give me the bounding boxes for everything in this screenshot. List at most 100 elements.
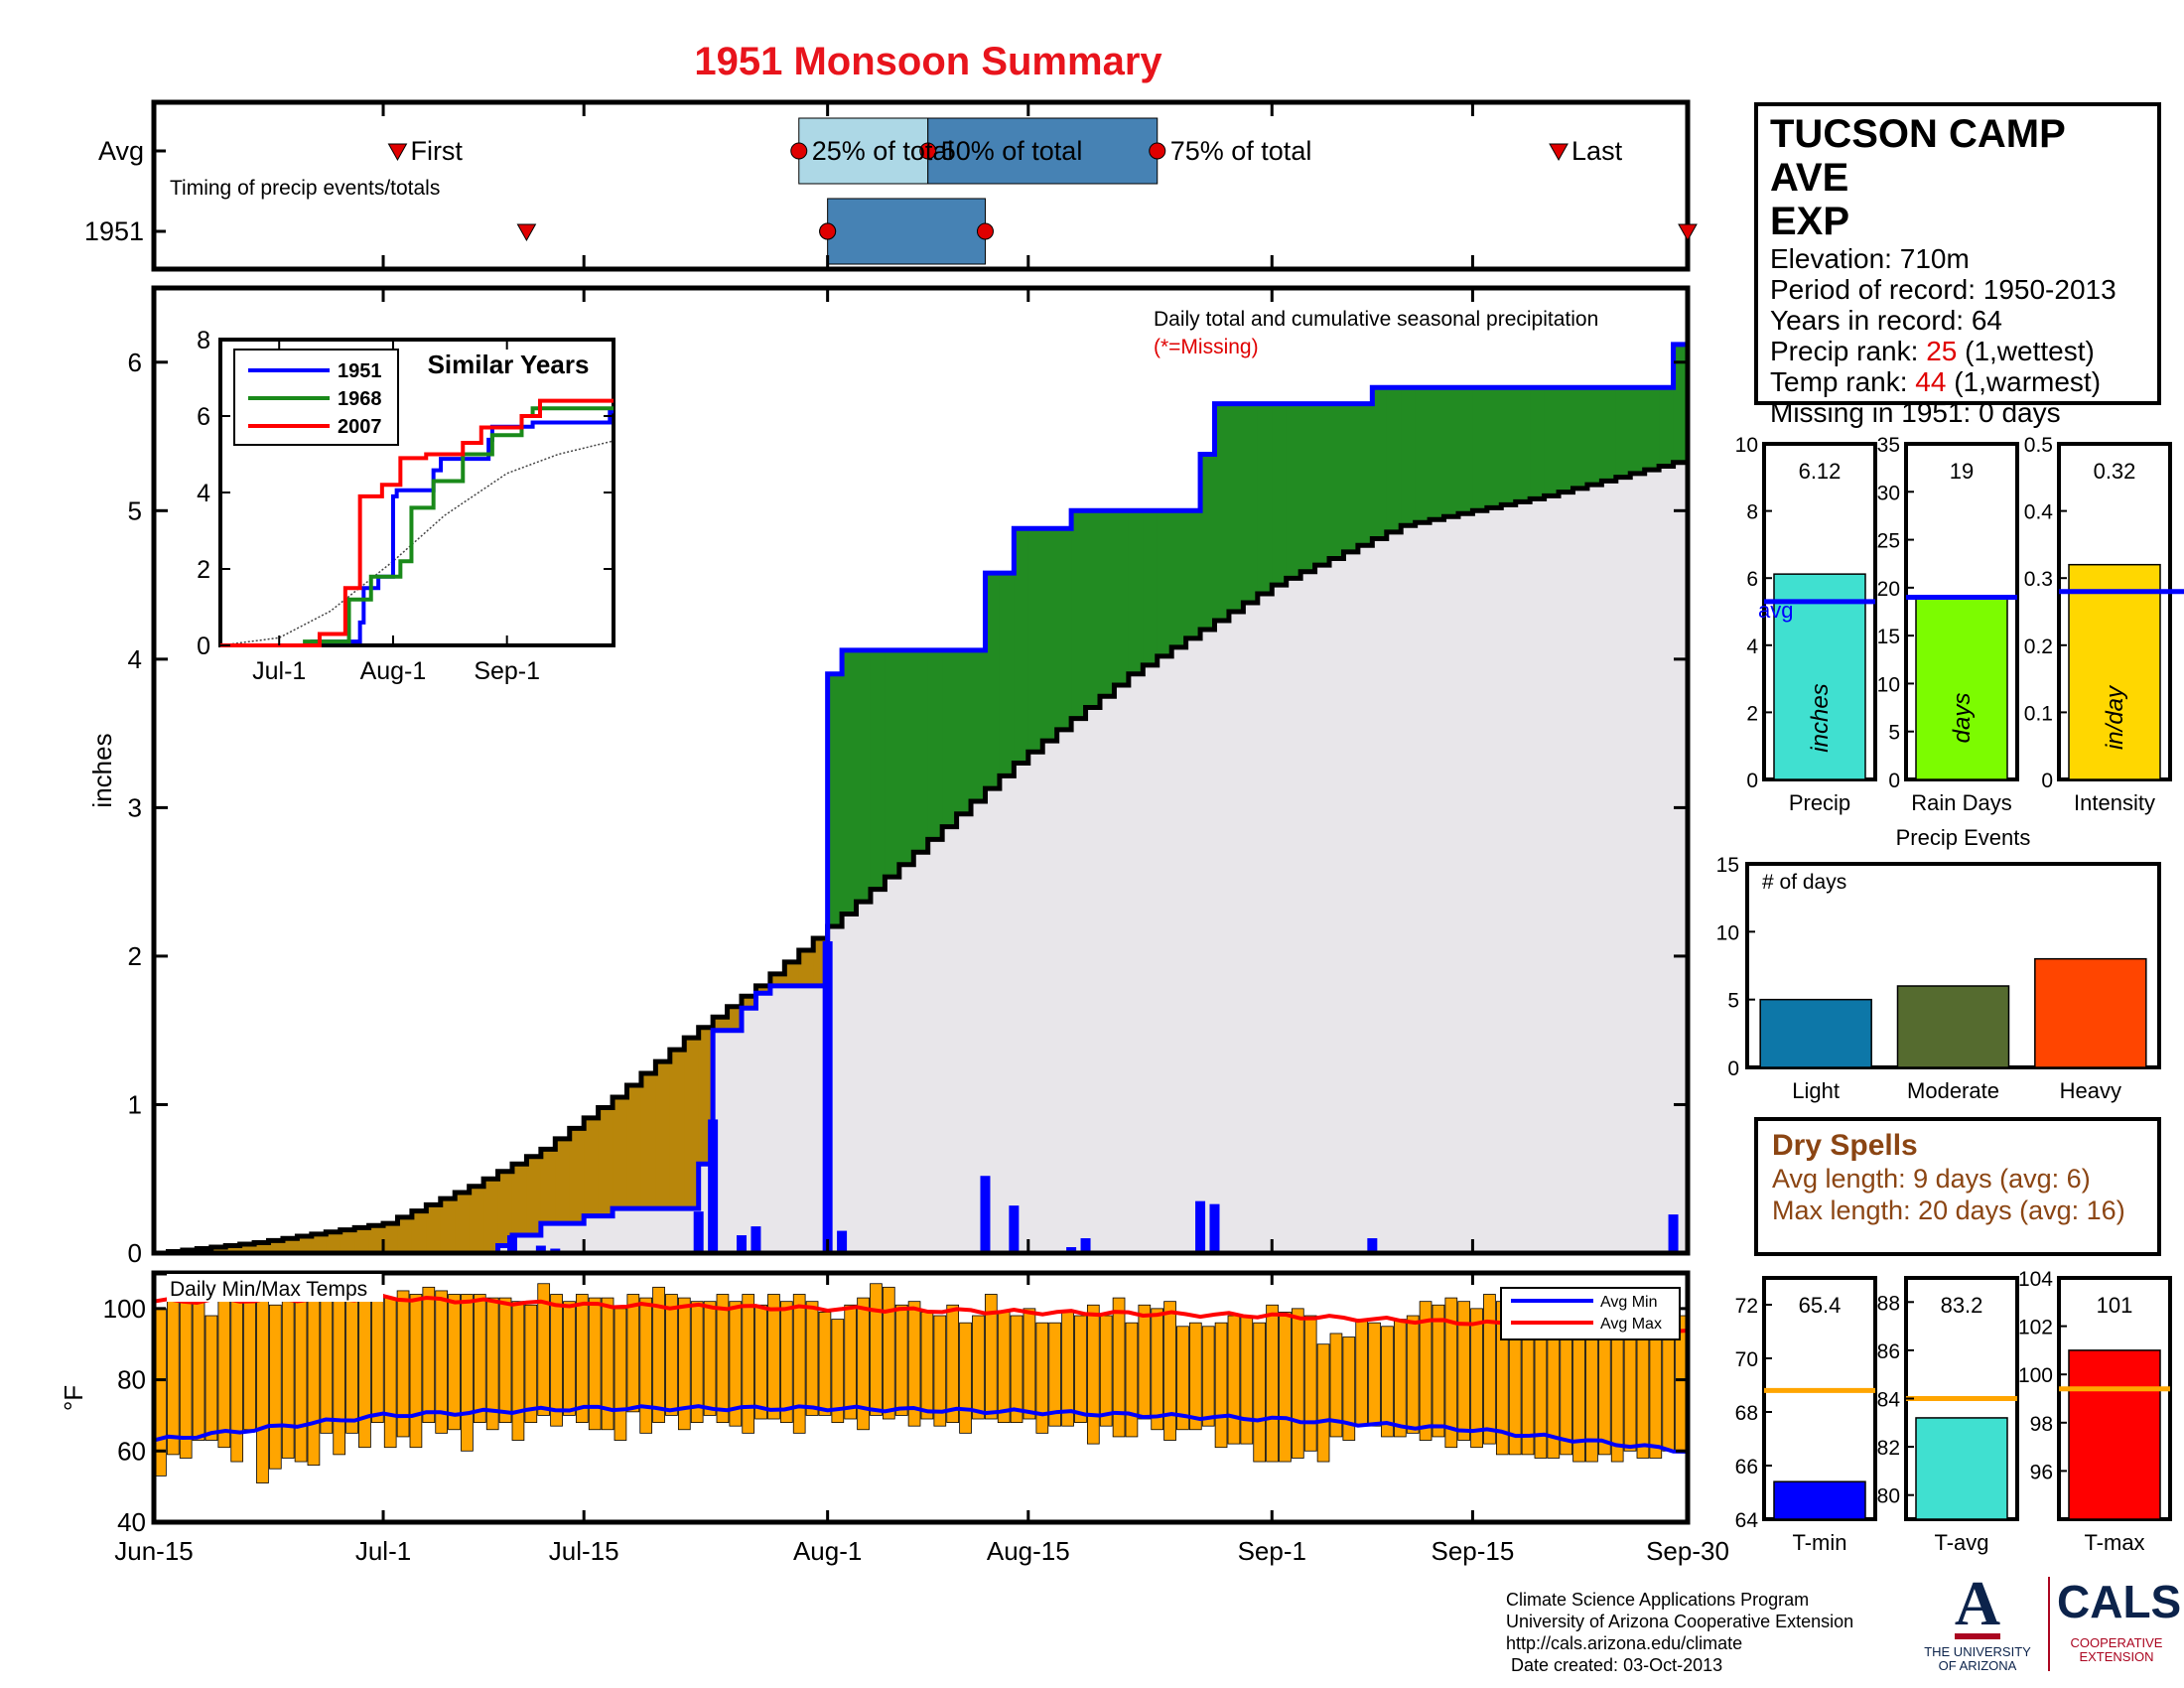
above-average-area bbox=[1386, 387, 1402, 532]
timing-label-first: First bbox=[410, 136, 463, 166]
timing-title: Timing of precip events/totals bbox=[170, 177, 440, 200]
daily-temp-bar bbox=[792, 1294, 806, 1434]
below-average-area bbox=[526, 1156, 542, 1236]
similar-series-2007 bbox=[220, 398, 614, 647]
above-average-area bbox=[1272, 403, 1288, 586]
above-average-area bbox=[942, 649, 958, 827]
raindays_stat-ytick-label: 20 bbox=[1877, 578, 1900, 601]
daily-temp-bar bbox=[409, 1294, 423, 1449]
events-bar-heavy bbox=[2034, 957, 2147, 1068]
avg-max-line bbox=[153, 1294, 1689, 1334]
events-ytick-label: 5 bbox=[1727, 990, 1739, 1013]
below-average-area bbox=[297, 1236, 313, 1253]
temp-ylabel: °F bbox=[59, 1385, 88, 1411]
events-title: Precip Events bbox=[1896, 825, 2031, 850]
above-average-area bbox=[1085, 510, 1101, 708]
daily-temp-bar bbox=[1316, 1343, 1330, 1463]
precip-rank-value: 25 bbox=[1926, 336, 1958, 366]
missing-text: Missing in 1951: 0 days bbox=[1770, 397, 2061, 428]
daily-temp-bar bbox=[882, 1286, 895, 1420]
above-average-area bbox=[1572, 387, 1588, 489]
daily-temp-bar bbox=[1444, 1297, 1458, 1449]
tmax_stat-ytick-label: 104 bbox=[2018, 1268, 2053, 1291]
precip_stat-ytick-label: 0 bbox=[1746, 770, 1758, 792]
cals-logo: CALS COOPERATIVE EXTENSION bbox=[2057, 1579, 2181, 1664]
below-average-area bbox=[426, 1204, 442, 1253]
above-average-area bbox=[842, 649, 858, 914]
period-text: Period of record: 1950-2013 bbox=[1770, 274, 2116, 305]
timing-triangle bbox=[1678, 223, 1698, 242]
daily-temp-bar bbox=[179, 1294, 193, 1459]
daily-temp-bar bbox=[563, 1301, 576, 1416]
similar-xtick-label: Sep-1 bbox=[474, 657, 540, 685]
above-average-area bbox=[1314, 403, 1330, 566]
below-average-area bbox=[511, 1164, 528, 1236]
daily-temp-bar bbox=[524, 1304, 538, 1424]
below-average-area bbox=[268, 1240, 284, 1253]
above-average-area bbox=[1200, 454, 1216, 630]
events-category-label: Light bbox=[1792, 1078, 1840, 1103]
precip-rank-label: Precip rank: bbox=[1770, 336, 1919, 366]
timing-dot bbox=[819, 222, 837, 240]
below-average-area bbox=[640, 1073, 656, 1209]
similar-ytick-label: 6 bbox=[197, 403, 210, 431]
tavg_stat-bar bbox=[1915, 1417, 2008, 1520]
timing-dot bbox=[1149, 142, 1166, 160]
avg-cumulative-area bbox=[154, 458, 1688, 1253]
daily-temp-bar bbox=[588, 1297, 602, 1431]
station-name-line2: EXP bbox=[1770, 200, 1850, 243]
cals-line1: COOPERATIVE bbox=[2070, 1635, 2163, 1650]
below-average-area bbox=[326, 1231, 341, 1253]
daily-temp-bar bbox=[1074, 1315, 1087, 1423]
daily-temp-bar bbox=[1406, 1315, 1420, 1434]
above-average-area bbox=[1401, 387, 1417, 526]
events-ytick-label: 0 bbox=[1727, 1057, 1739, 1080]
precip-panel-subtitle: (*=Missing) bbox=[1154, 336, 1259, 358]
daily-temp-bar bbox=[1266, 1304, 1279, 1463]
raindays_stat-value-label: 19 bbox=[1950, 459, 1974, 484]
similar-title: Similar Years bbox=[428, 350, 590, 379]
precip_stat-ytick-label: 6 bbox=[1746, 568, 1758, 591]
daily-temp-bar bbox=[485, 1297, 499, 1431]
daily-temp-bar bbox=[779, 1301, 793, 1423]
daily-temp-bar bbox=[652, 1286, 665, 1424]
daily-temp-bar bbox=[320, 1294, 334, 1434]
footer-line3: http://cals.arizona.edu/climate bbox=[1506, 1633, 1743, 1653]
above-average-area bbox=[870, 649, 887, 890]
precip_stat-ytick-label: 2 bbox=[1746, 702, 1758, 725]
timing-label-75: 75% of total bbox=[1170, 136, 1312, 166]
precip-ytick-label: 6 bbox=[128, 348, 142, 377]
daily-temp-bar bbox=[601, 1297, 614, 1431]
cals-line2: EXTENSION bbox=[2079, 1649, 2154, 1664]
daily-precip-bar bbox=[980, 1176, 991, 1253]
daily-temp-bar bbox=[1329, 1333, 1343, 1438]
above-average-area bbox=[1157, 510, 1172, 656]
daily-temp-bar bbox=[435, 1290, 449, 1434]
below-average-area bbox=[469, 1186, 484, 1253]
tmax_stat-value-label: 101 bbox=[2097, 1293, 2133, 1318]
events-category-label: Heavy bbox=[2060, 1078, 2121, 1103]
daily-temp-bar bbox=[1381, 1326, 1394, 1438]
timing-dot bbox=[790, 142, 808, 160]
daily-temp-bar bbox=[473, 1294, 486, 1423]
daily-temp-bar bbox=[1470, 1308, 1483, 1449]
daily-temp-bar bbox=[920, 1312, 934, 1420]
below-average-area bbox=[282, 1238, 298, 1253]
daily-temp-bar bbox=[1086, 1304, 1100, 1445]
tmin_stat-value-label: 65.4 bbox=[1799, 1293, 1842, 1318]
daily-temp-bar bbox=[1201, 1326, 1215, 1427]
events-ytick-label: 10 bbox=[1716, 921, 1739, 944]
temp-rank-value: 44 bbox=[1915, 366, 1947, 397]
raindays_stat-ytick-label: 0 bbox=[1888, 770, 1900, 792]
above-average-area bbox=[913, 649, 929, 853]
precip_stat-value-label: 6.12 bbox=[1799, 459, 1842, 484]
daily-temp-bar bbox=[1253, 1322, 1267, 1463]
logo-divider bbox=[2048, 1577, 2050, 1671]
daily-temp-bar bbox=[1188, 1322, 1202, 1431]
timing-bar-50-75 bbox=[927, 117, 1159, 185]
daily-temp-bar bbox=[907, 1301, 921, 1427]
intensity_stat-ytick-label: 0.3 bbox=[2024, 568, 2053, 591]
daily-precip-bar bbox=[1668, 1214, 1679, 1253]
daily-temp-bar bbox=[742, 1294, 755, 1434]
intensity_stat-bar bbox=[2068, 563, 2161, 780]
